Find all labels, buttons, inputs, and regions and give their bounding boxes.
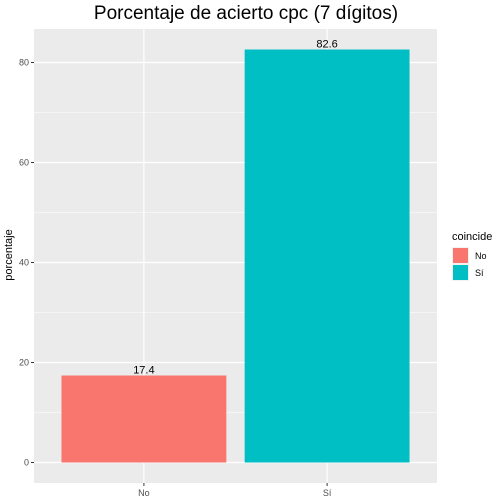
bars	[61, 49, 410, 463]
y-tick-label: 20	[19, 358, 29, 368]
legend-title: coincide	[452, 231, 492, 243]
legend-label: No	[475, 251, 487, 261]
y-tick-label: 0	[24, 458, 29, 468]
legend-swatch	[453, 265, 468, 280]
legend-swatch	[453, 248, 468, 263]
legend-label: Sí	[475, 268, 484, 278]
legend-entries: No Sí	[452, 247, 487, 281]
bar-sí	[244, 49, 410, 463]
data-label: 82.6	[316, 39, 337, 51]
data-labels: 17.4 82.6	[133, 39, 338, 377]
data-label: 17.4	[133, 365, 154, 377]
y-tick-label: 40	[19, 258, 29, 268]
y-tick-label: 60	[19, 158, 29, 168]
legend: coincide No Sí	[452, 231, 492, 281]
bar-no	[61, 375, 227, 463]
axes: 0 20 40 60 80 No Sí	[19, 58, 332, 499]
y-axis-title: porcentaje	[3, 229, 15, 280]
chart-title: Porcentaje de acierto cpc (7 dígitos)	[94, 3, 398, 24]
x-tick-label: Sí	[323, 488, 332, 498]
x-tick-label: No	[138, 488, 150, 498]
y-tick-label: 80	[19, 58, 29, 68]
